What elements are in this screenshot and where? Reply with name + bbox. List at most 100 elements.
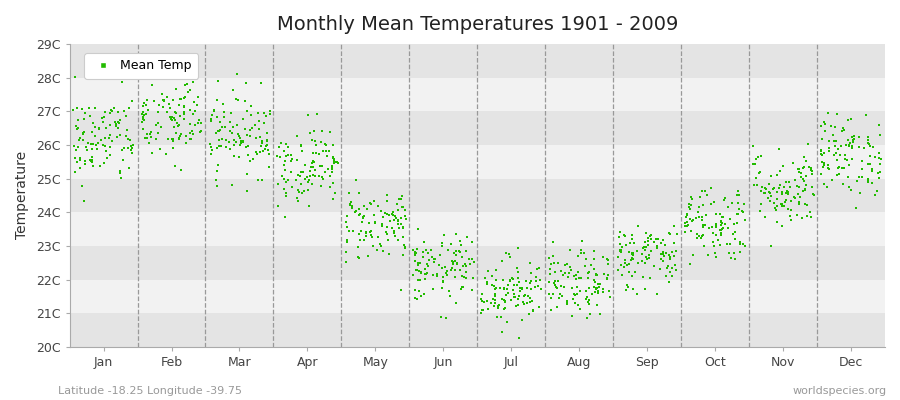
Point — [560, 301, 574, 307]
Point — [718, 221, 733, 228]
Point — [355, 228, 369, 234]
Point — [625, 232, 639, 238]
Point — [370, 246, 384, 253]
Point — [174, 130, 188, 137]
Point — [139, 102, 153, 108]
Point — [861, 176, 876, 183]
Point — [626, 286, 640, 292]
Point — [817, 160, 832, 166]
Point — [204, 118, 219, 124]
Point — [637, 239, 652, 245]
Point — [591, 288, 606, 294]
Point — [314, 139, 328, 146]
Point — [245, 125, 259, 131]
Point — [149, 122, 164, 128]
Point — [544, 295, 558, 301]
Point — [230, 96, 245, 103]
Point — [617, 233, 632, 239]
Point — [380, 224, 394, 230]
Point — [826, 132, 841, 138]
Point — [448, 274, 463, 280]
Point — [440, 272, 454, 278]
Point — [229, 96, 243, 102]
Point — [320, 152, 334, 159]
Point — [767, 185, 781, 192]
Point — [251, 125, 266, 132]
Point — [412, 268, 427, 274]
Point — [589, 272, 603, 278]
Point — [780, 191, 795, 198]
Point — [772, 168, 787, 174]
Point — [395, 193, 410, 199]
Point — [588, 278, 602, 285]
Point — [686, 216, 700, 223]
Point — [70, 144, 85, 150]
Point — [600, 275, 615, 281]
Point — [706, 243, 721, 250]
Point — [644, 236, 659, 242]
Point — [308, 172, 322, 179]
Point — [718, 194, 733, 201]
Point — [659, 250, 673, 256]
Point — [210, 145, 224, 152]
Point — [262, 164, 276, 170]
Point — [506, 286, 520, 293]
Point — [589, 285, 603, 291]
Point — [166, 145, 180, 152]
Point — [94, 115, 109, 122]
Point — [572, 275, 586, 282]
Point — [758, 214, 772, 220]
Point — [736, 209, 751, 216]
Point — [490, 277, 504, 283]
Point — [860, 177, 875, 184]
Point — [171, 123, 185, 130]
Point — [76, 136, 91, 143]
Point — [615, 244, 629, 250]
Point — [179, 133, 194, 139]
Point — [285, 156, 300, 162]
Point — [263, 111, 277, 117]
Point — [465, 256, 480, 262]
Point — [625, 250, 639, 256]
Point — [210, 145, 224, 152]
Point — [511, 279, 526, 285]
Point — [619, 262, 634, 268]
Point — [622, 248, 636, 255]
Point — [694, 235, 708, 241]
Point — [501, 282, 516, 288]
Point — [124, 142, 139, 149]
Point — [684, 217, 698, 224]
Point — [360, 206, 374, 212]
Point — [667, 222, 681, 229]
Point — [814, 151, 828, 158]
Point — [415, 249, 429, 255]
Point — [156, 97, 170, 104]
Point — [581, 300, 596, 307]
Point — [186, 111, 201, 118]
Point — [257, 110, 272, 116]
Point — [580, 314, 594, 321]
Point — [352, 255, 366, 261]
Point — [585, 291, 599, 297]
Point — [474, 307, 489, 313]
Point — [427, 259, 441, 266]
Point — [708, 223, 723, 230]
Point — [635, 244, 650, 251]
Point — [393, 214, 408, 221]
Point — [551, 278, 565, 284]
Point — [184, 136, 198, 142]
Point — [814, 171, 828, 178]
Point — [527, 284, 542, 290]
Point — [730, 192, 744, 198]
Point — [85, 129, 99, 135]
Point — [160, 136, 175, 142]
Point — [409, 250, 423, 256]
Point — [423, 247, 437, 253]
Point — [462, 255, 476, 262]
Point — [203, 151, 218, 157]
Point — [230, 139, 244, 146]
Point — [294, 169, 309, 176]
Point — [503, 276, 517, 283]
Point — [681, 204, 696, 210]
Point — [420, 250, 435, 256]
